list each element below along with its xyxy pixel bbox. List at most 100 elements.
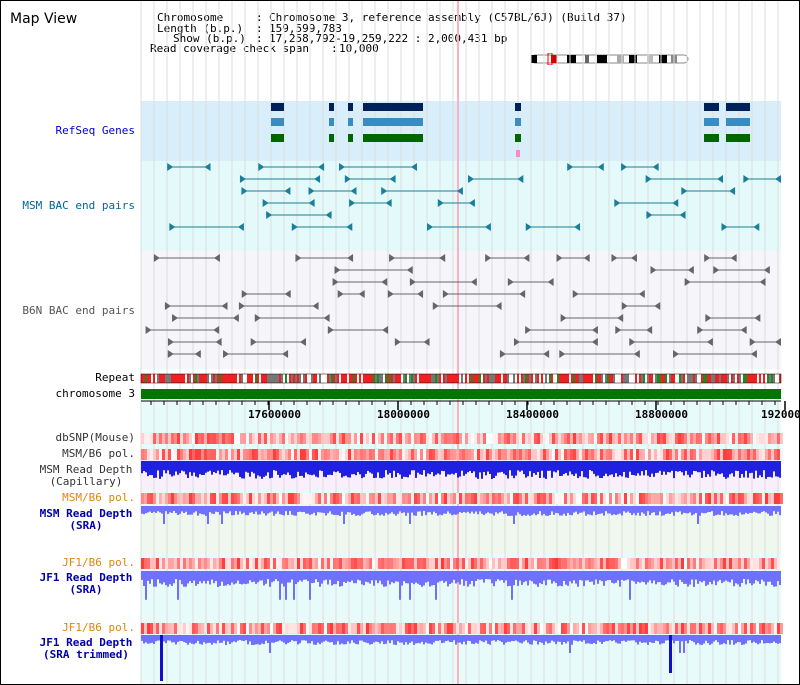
b6n-bac-track-bg [141,251,781,369]
dbsnp-strip [564,433,567,444]
msm-sra-depth-bar [159,506,161,513]
msm-bac-pair-end [258,163,265,171]
repeat-segment [673,374,675,383]
msm-cap-depth-bar [765,461,767,479]
msm-b6-pol-strip-2 [606,493,609,504]
jf1-sra-depth-bar [155,571,157,587]
msm-cap-depth-bar [327,461,329,475]
repeat-segment [687,374,689,383]
msm-cap-depth-bar [711,461,713,471]
dbsnp-strip [666,433,669,444]
msm-b6-pol-strip-2 [183,493,186,504]
msm-b6-pol-strip-2 [723,493,726,504]
b6n-bac-label[interactable]: B6N BAC end pairs [22,304,135,317]
jf1-trim-depth-bar [203,635,205,643]
msm-cap-depth-bar [261,461,263,479]
msm-cap-depth-bar [289,461,291,476]
repeat-segment [295,374,297,383]
msm-b6-pol-strip [228,449,231,460]
jf1-sra-depth-bar [453,571,455,580]
dbsnp-strip [570,433,573,444]
repeat-segment [417,374,419,383]
msm-b6-pol-strip-2 [213,493,216,504]
msm-cap-depth-bar [203,461,205,475]
msm-b6-pol-strip-2 [477,493,480,504]
jf1-b6-pol-strip-2 [357,623,360,634]
repeat-segment [525,374,527,383]
repeat-segment [603,374,605,383]
jf1-trim-depth-bar [339,635,341,645]
dbsnp-strip [252,433,255,444]
jf1-trim-depth-bar [293,635,295,642]
msm-b6-pol-strip-2 [762,493,765,504]
jf1-sra-depth-bar [625,571,627,581]
jf1-sra-depth-bar [243,571,245,584]
msm-cap-depth-bar [351,461,353,475]
msm-sra-depth-bar [753,506,755,512]
msm-bac-label[interactable]: MSM BAC end pairs [22,199,135,212]
msm-cap-depth-bar [673,461,675,479]
msm-cap-depth-bar [405,461,407,477]
jf1-b6-pol-strip [432,558,435,569]
jf1-sra-depth-bar [413,571,415,585]
repeat-segment [281,374,283,383]
jf1-sra-depth-bar [663,571,665,586]
jf1-trim-depth-bar [753,635,755,642]
jf1-trim-depth-bar [643,635,645,643]
dbsnp-strip [492,433,495,444]
jf1-b6-pol-strip [324,558,327,569]
jf1-trim-depth-bar [471,635,473,644]
repeat-segment [315,374,317,383]
repeat-segment [249,374,251,383]
jf1-sra-depth-bar [253,571,255,582]
jf1-b6-pol-strip [489,558,492,569]
jf1-sra-depth-bar [173,571,175,584]
jf1-sra-depth-bar [381,571,383,585]
jf1-b6-pol-strip-2 [192,623,195,634]
jf1-sra-depth-bar [703,571,705,581]
jf1-trim-depth-bar [297,635,299,645]
dbsnp-strip [153,433,156,444]
dbsnp-strip [711,433,714,444]
msm-b6-pol-strip [393,449,396,460]
msm-sra-depth-bar [655,506,657,516]
msm-cap-depth-bar [379,461,381,478]
repeat-segment [521,374,523,383]
msm-sra-depth-bar [569,506,571,515]
repeat-segment [625,374,627,383]
repeat-segment [335,374,337,383]
msm-b6-pol-strip-2 [150,493,153,504]
msm-b6-pol-strip [618,449,621,460]
repeat-segment [259,374,261,383]
b6n-bac-pair-end [583,254,590,262]
msm-b6-pol-strip-2 [543,493,546,504]
dbsnp-strip [702,433,705,444]
msm-cap-depth-bar [479,461,481,473]
jf1-b6-pol-strip [423,558,426,569]
msm-b6-pol-strip [510,449,513,460]
jf1-sra-depth-bar [171,571,173,586]
msm-b6-pol-strip [177,449,180,460]
jf1-b6-pol-strip [258,558,261,569]
repeat-segment [179,374,181,383]
jf1-sra-depth-bar [305,571,307,580]
msm-sra-depth-bar [725,506,727,514]
repeat-segment [663,374,665,383]
msm-cap-depth-bar [617,461,619,477]
msm-b6-pol-strip [480,449,483,460]
dbsnp-strip [525,433,528,444]
jf1-b6-pol-strip [417,558,420,569]
axis-tick-label: 18000000 [377,408,430,421]
jf1-trim-depth-bar [531,635,533,645]
repeat-segment [719,374,721,383]
refseq-label[interactable]: RefSeq Genes [55,124,135,137]
jf1-trim-depth-bar [275,635,277,642]
jf1-b6-pol-strip-2 [462,623,465,634]
jf1-trim-depth-bar [629,635,631,641]
jf1-b6-pol-strip [390,558,393,569]
msm-sra-depth-bar [253,506,255,515]
msm-sra-depth-bar [529,506,531,516]
b6n-bac-pair-end [525,326,532,334]
jf1-trim-depth-bar [165,635,167,644]
